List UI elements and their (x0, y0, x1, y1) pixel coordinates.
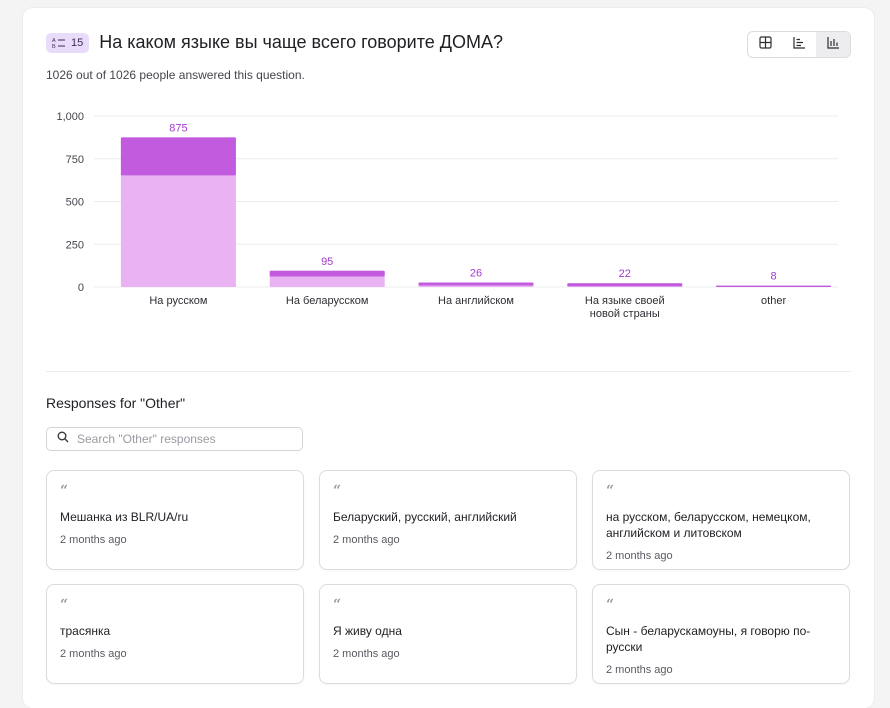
other-search-box[interactable] (46, 427, 303, 451)
bar-chart: 0 250 500 750 1,000 875 На русском 95 На беларус… (56, 111, 838, 320)
x-tick-label: На беларусском (286, 295, 369, 307)
quote-icon: “ (60, 483, 69, 499)
bar-top-segment (418, 282, 534, 286)
response-time: 2 months ago (60, 648, 127, 660)
x-tick-label: other (761, 295, 786, 307)
bar-top-segment (567, 283, 683, 287)
y-tick-label: 500 (66, 197, 84, 209)
x-tick-label: На английском (438, 295, 514, 307)
question-badge: A B 15 (46, 32, 90, 53)
question-title: На каком языке вы чаще всего говорите ДО… (99, 32, 503, 52)
response-card: “ Сын - беларускамоуны, я говорю по-русс… (592, 584, 850, 684)
multiple-choice-icon: A B (52, 37, 66, 49)
data-label: 8 (771, 271, 777, 283)
quote-icon: “ (606, 597, 615, 613)
quote-icon: “ (333, 483, 342, 499)
horizontal-bar-view-button[interactable] (782, 32, 816, 57)
y-tick-label: 250 (66, 239, 84, 251)
bar-horizontal-icon (792, 36, 806, 54)
response-time: 2 months ago (606, 664, 673, 676)
bar-vertical-icon (826, 36, 840, 54)
response-text: Я живу одна (333, 624, 402, 638)
response-card: “ на русском, беларусском, немецком, анг… (592, 470, 850, 570)
table-icon (758, 35, 772, 54)
response-time: 2 months ago (333, 534, 400, 546)
bar-top-segment (120, 137, 236, 176)
bar-top-segment (716, 285, 832, 287)
data-label: 22 (619, 268, 631, 280)
response-card: “ Беларуский, русский, английский 2 mont… (319, 470, 577, 570)
response-time: 2 months ago (60, 534, 127, 546)
y-tick-label: 0 (78, 282, 84, 294)
quote-icon: “ (60, 597, 69, 613)
y-tick-label: 1,000 (56, 111, 84, 123)
data-label: 875 (169, 122, 187, 134)
question-card: A B 15 На каком языке вы чаще всего гово… (23, 8, 874, 708)
svg-text:A: A (52, 38, 56, 44)
response-card: “ трасянка 2 months ago (46, 584, 304, 684)
response-card: “ Я живу одна 2 months ago (319, 584, 577, 684)
response-text: Сын - беларускамоуны, я говорю по-русски (606, 624, 811, 654)
response-card: “ Мешанка из BLR/UA/ru 2 months ago (46, 470, 304, 570)
data-label: 26 (470, 268, 482, 280)
vertical-bar-view-button[interactable] (816, 32, 850, 57)
svg-text:B: B (52, 44, 56, 49)
answered-count: 1026 out of 1026 people answered this qu… (46, 68, 305, 82)
table-view-button[interactable] (748, 32, 782, 57)
x-tick-label: На русском (149, 295, 207, 307)
bar-top-segment (269, 270, 385, 277)
response-text: на русском, беларусском, немецком, англи… (606, 510, 811, 540)
quote-icon: “ (333, 597, 342, 613)
view-toggle (747, 31, 851, 58)
response-text: Мешанка из BLR/UA/ru (60, 510, 189, 524)
y-tick-label: 750 (66, 154, 84, 166)
other-responses-title: Responses for "Other" (46, 395, 186, 411)
response-text: трасянка (60, 624, 111, 638)
responses-grid: “ Мешанка из BLR/UA/ru 2 months ago “ Бе… (46, 470, 851, 684)
response-time: 2 months ago (333, 648, 400, 660)
response-time: 2 months ago (606, 550, 673, 562)
section-divider (46, 371, 851, 372)
question-header: A B 15 На каком языке вы чаще всего гово… (46, 32, 503, 53)
quote-icon: “ (606, 483, 615, 499)
search-input[interactable] (75, 431, 299, 447)
response-text: Беларуский, русский, английский (333, 510, 517, 524)
search-icon (57, 430, 69, 448)
x-tick-label: На языке своей новой страны (585, 295, 665, 320)
question-number: 15 (71, 36, 84, 49)
data-label: 95 (321, 256, 333, 268)
